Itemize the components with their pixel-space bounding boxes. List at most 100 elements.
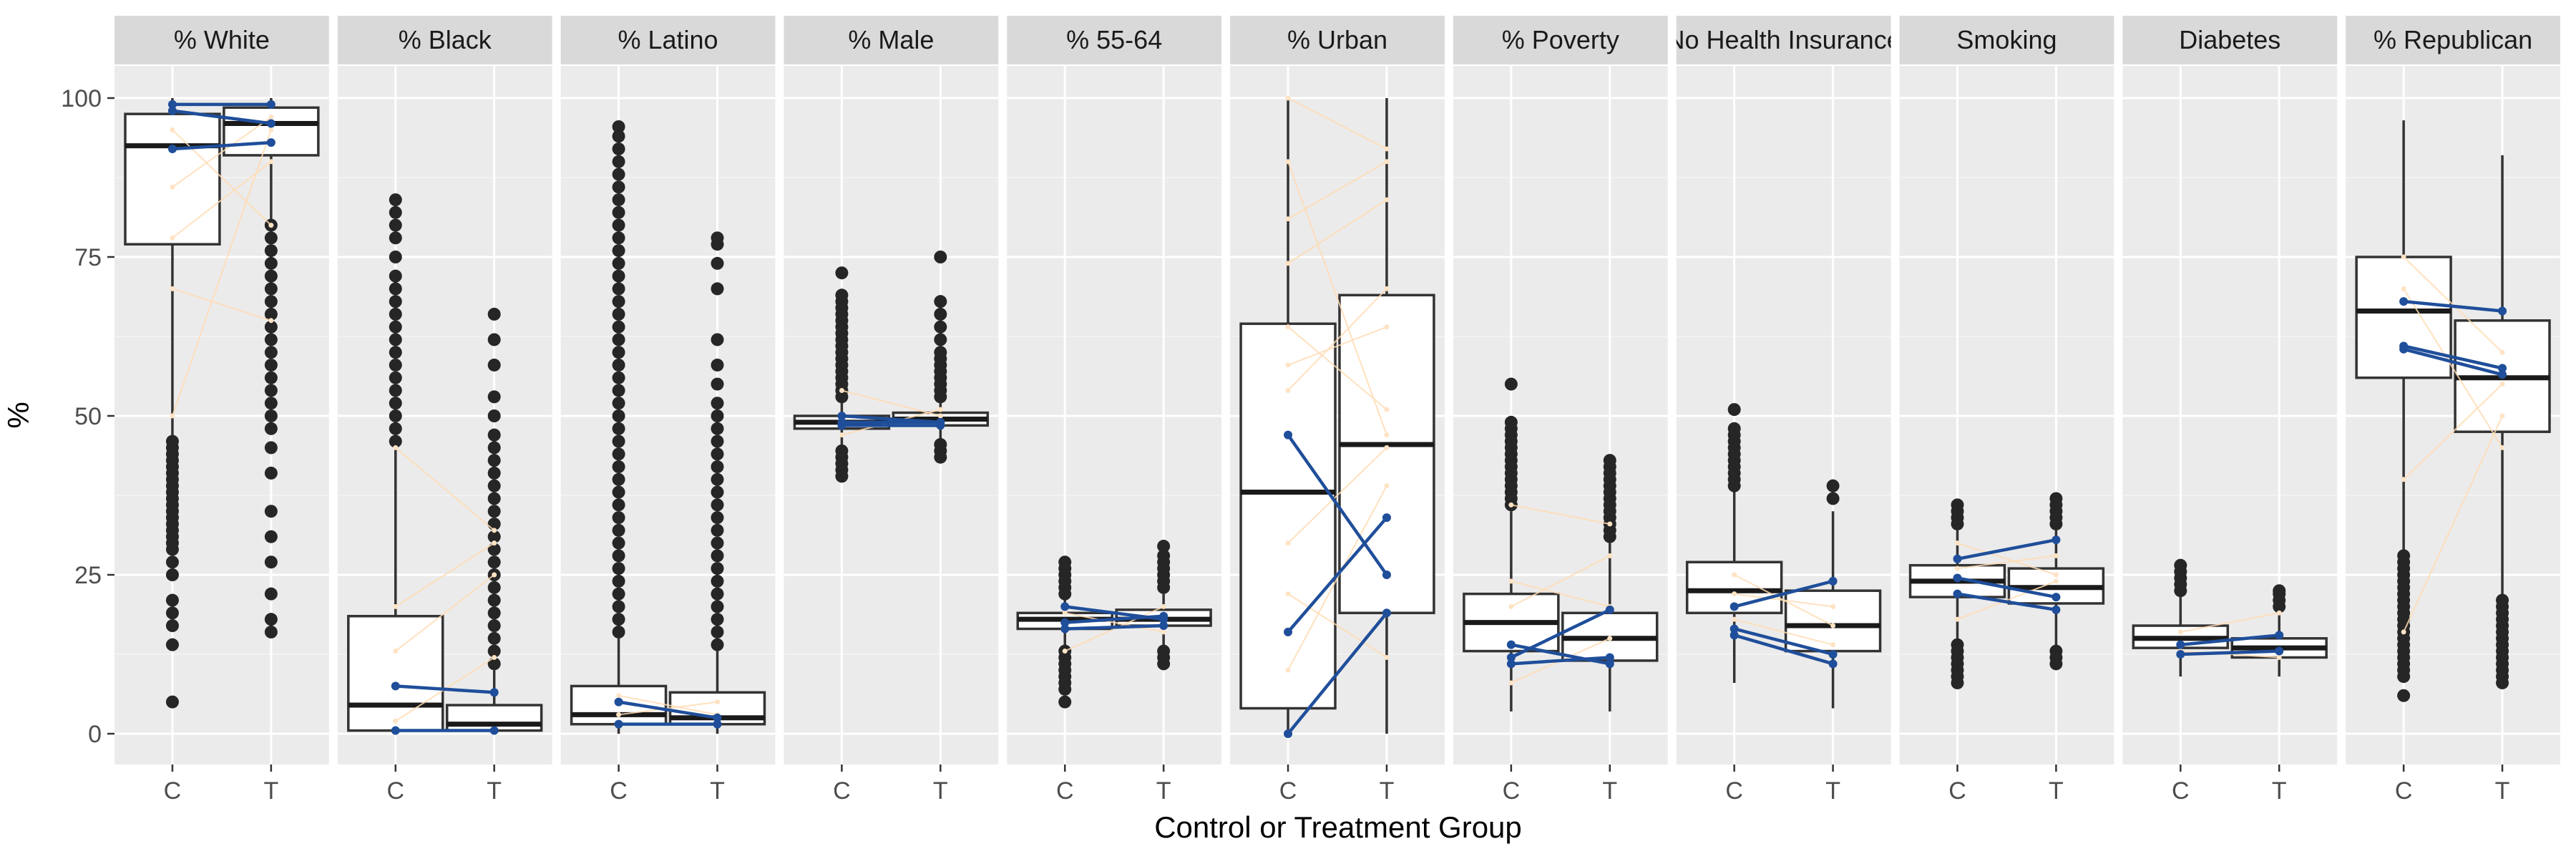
paired-point-light [393,649,399,654]
outlier-point [487,428,501,442]
box-C [570,120,668,734]
paired-point-light [2053,572,2059,578]
paired-point-highlight [614,697,623,707]
paired-point-highlight [936,417,945,427]
x-tick-label: T [487,777,502,805]
outlier-point [1951,498,1964,512]
x-tick-label: C [833,777,851,805]
x-tick-label: C [1948,777,1966,805]
outlier-point [1727,403,1741,417]
paired-point-light [268,159,274,165]
outlier-point [612,460,625,474]
outlier-point [1504,377,1518,391]
paired-line-highlight [172,109,272,125]
outlier-point [389,422,402,435]
paired-point-light [170,127,175,132]
paired-line-light [1287,199,1387,264]
box-T [1561,454,1659,712]
outlier-point [487,606,501,620]
paired-point-light [170,235,175,241]
paired-point-highlight [1060,618,1070,627]
facet-strip-label: % Latino [618,25,718,54]
outlier-point [389,251,402,263]
outlier-point [934,333,947,346]
outlier-point [165,638,179,651]
paired-point-light [1285,387,1291,393]
outlier-point [1951,638,1964,651]
outlier-point [487,505,501,518]
outlier-point [487,409,501,422]
paired-line-light [172,288,272,321]
paired-line-highlight [395,684,494,694]
paired-line-highlight [2403,347,2503,377]
paired-point-highlight [1060,624,1070,634]
paired-point-light [2499,382,2505,387]
paired-line-highlight [841,414,941,424]
outlier-point [612,574,625,588]
paired-line-light [395,542,495,608]
paired-point-light [1384,445,1390,450]
paired-point-light [1384,407,1390,412]
outlier-point [389,409,402,422]
outlier-point [612,523,625,537]
outlier-point [1058,555,1072,569]
facet-strip-label: % Urban [1287,25,1387,54]
outlier-point [389,435,402,448]
facet-strip [337,16,552,64]
paired-point-highlight [713,713,722,722]
paired-point-light [1062,649,1068,654]
outlier-point [934,346,947,359]
box-iqr [1239,322,1337,710]
outlier-point [612,168,625,181]
paired-line-highlight [1511,656,1610,666]
x-tick-label: C [2172,777,2190,805]
outlier-point [264,397,278,410]
y-tick-label: 100 [61,85,102,112]
outlier-point [612,600,625,613]
outlier-point [612,231,625,245]
paired-point-light [2499,413,2505,419]
outlier-point [612,562,625,576]
outlier-point [711,613,724,626]
outlier-point [612,536,625,550]
paired-point-light [393,445,399,450]
outlier-point [612,358,625,372]
paired-line-light [2180,612,2280,633]
outlier-point [711,377,724,391]
outlier-point [389,320,402,334]
outlier-point [835,266,849,280]
paired-point-light [492,572,497,578]
outlier-point [711,256,724,270]
outlier-point [612,485,625,499]
facet-strip [784,16,999,64]
outlier-point [487,441,501,455]
paired-line-highlight [1065,623,1164,631]
outlier-point [612,422,625,435]
paired-point-highlight [2051,605,2061,614]
facet-strip-label: % White [174,25,270,54]
paired-point-highlight [614,719,623,729]
outlier-point [612,409,625,422]
outlier-point [612,447,625,461]
outlier-point [389,333,402,346]
paired-point-light [715,699,721,705]
paired-point-highlight [391,726,400,735]
y-tick-label: 0 [88,721,102,748]
outlier-point [711,498,724,512]
outlier-point [711,536,724,550]
paired-point-highlight [1729,631,1739,640]
paired-point-light [1830,623,1836,629]
outlier-point [1603,454,1616,467]
paired-point-light [1384,324,1390,330]
paired-point-highlight [837,412,847,420]
paired-point-highlight [1382,608,1391,618]
paired-point-light [1384,483,1390,489]
outlier-point [389,397,402,410]
outlier-point [264,269,278,283]
paired-point-light [937,413,943,419]
outlier-point [934,295,947,309]
outlier-point [612,320,625,334]
outlier-point [612,511,625,525]
paired-line-light [395,447,495,531]
paired-point-highlight [167,145,177,154]
